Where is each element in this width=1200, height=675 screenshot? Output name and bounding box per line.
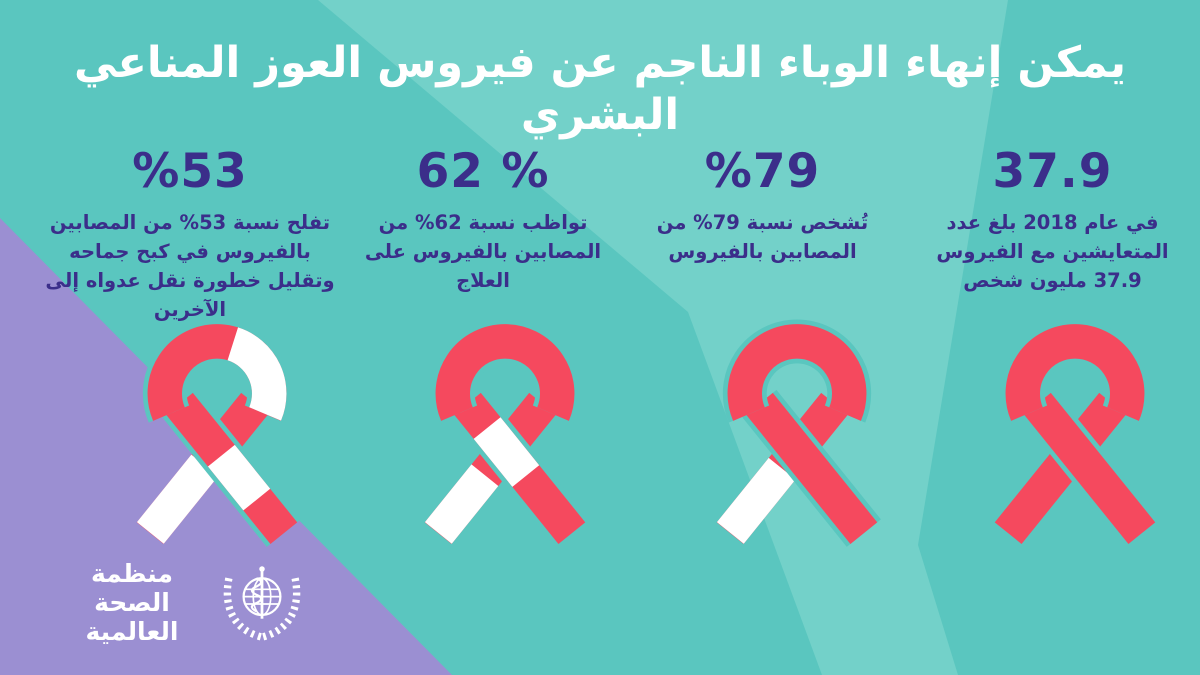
who-logo: منظمة الصحة العالمية bbox=[38, 556, 308, 651]
stat-value-62: % 62 bbox=[416, 144, 550, 199]
infographic-title: يمكن إنهاء الوباء الناجم عن فيروس العوز … bbox=[73, 38, 1127, 140]
awareness-ribbon-icon bbox=[994, 319, 1159, 547]
stat-value-79: %79 bbox=[704, 144, 821, 199]
stat-description-79: تُشخص نسبة 79% من المصابين بالفيروس bbox=[656, 210, 869, 263]
stat-column-37-9: 37.9 في عام 2018 بلغ عدد المتعايشين مع ا… bbox=[925, 146, 1180, 295]
who-emblem-icon bbox=[223, 565, 301, 641]
stat-column-79: %79 تُشخص نسبة 79% من المصابين بالفيروس bbox=[635, 146, 890, 266]
stat-description-37-9: في عام 2018 بلغ عدد المتعايشين مع الفيرو… bbox=[936, 210, 1169, 293]
stat-column-53: %53 تفلح نسبة 53% من المصابين بالفيروس ف… bbox=[35, 146, 345, 325]
awareness-ribbon-icon bbox=[136, 319, 301, 547]
stat-column-62: % 62 تواظب نسبة 62% من المصابين بالفيروس… bbox=[352, 146, 614, 295]
awareness-ribbon-icon bbox=[424, 319, 589, 547]
who-logo-name-line2: الصحة العالمية bbox=[85, 588, 179, 646]
stat-description-53: تفلح نسبة 53% من المصابين بالفيروس في كب… bbox=[45, 210, 335, 322]
awareness-ribbon-icon bbox=[716, 319, 881, 547]
who-logo-name: منظمة الصحة العالمية bbox=[48, 560, 216, 646]
stat-value-53: %53 bbox=[132, 144, 248, 199]
who-logo-name-line1: منظمة bbox=[91, 559, 173, 589]
stat-description-62: تواظب نسبة 62% من المصابين بالفيروس على … bbox=[364, 210, 602, 293]
stat-value-37-9: 37.9 bbox=[992, 144, 1113, 199]
